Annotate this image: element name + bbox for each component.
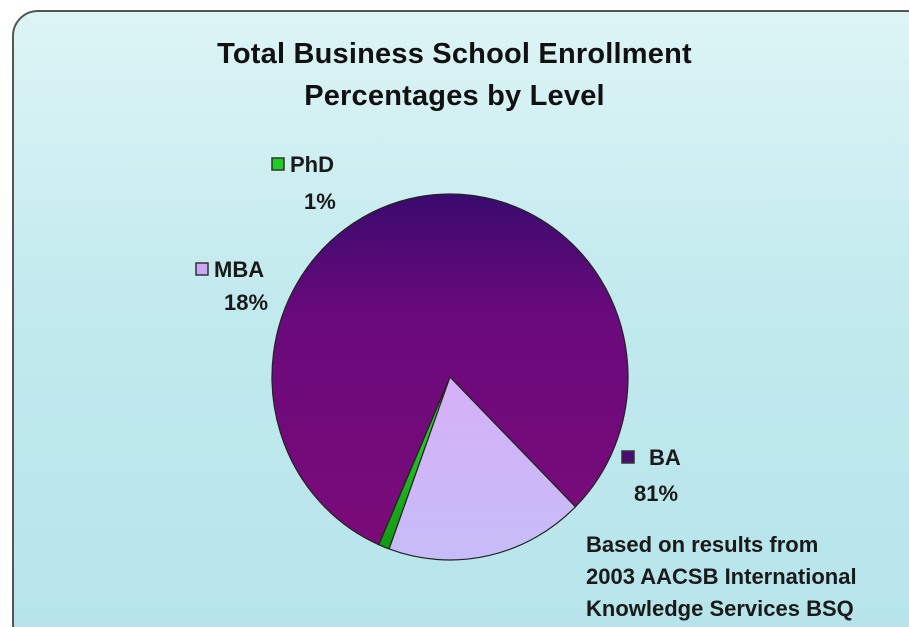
slice-value-ba: 81% (634, 481, 678, 506)
source-note-line-2: 2003 AACSB International (586, 564, 857, 589)
slice-label-phd: PhD (290, 152, 334, 177)
slice-label-ba: BA (649, 445, 681, 470)
pie-slice-mba (388, 376, 577, 561)
chart-title-line-1: Total Business School Enrollment (217, 38, 692, 70)
slice-marker-ba (621, 450, 635, 464)
slice-label-mba: MBA (214, 257, 264, 282)
slice-value-mba: 18% (224, 290, 268, 315)
source-note-line-3: Knowledge Services BSQ (586, 596, 854, 621)
slice-marker-phd (271, 157, 285, 171)
slice-value-phd: 1% (304, 189, 336, 214)
source-note-line-1: Based on results from (586, 532, 819, 557)
pie-slice-ba (271, 193, 629, 546)
slice-marker-mba (195, 262, 209, 276)
chart-title-line-2: Percentages by Level (304, 80, 605, 112)
